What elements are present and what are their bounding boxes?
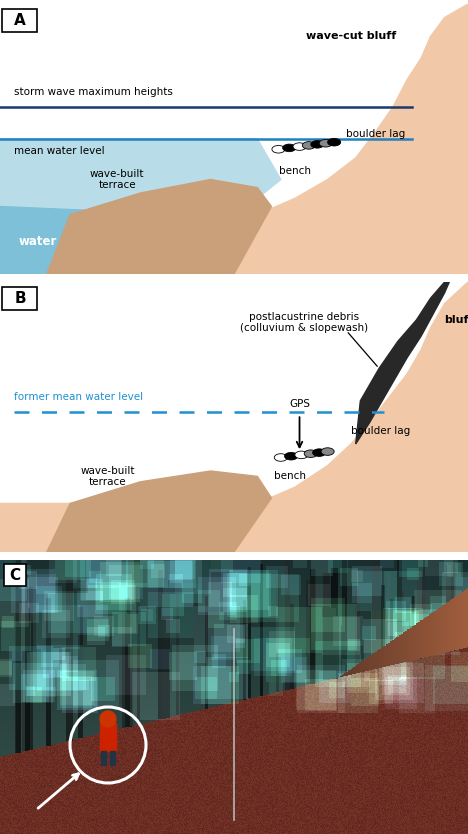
Text: mean water level: mean water level (14, 146, 105, 156)
Text: former mean water level: former mean water level (14, 392, 143, 402)
Text: water: water (19, 235, 57, 248)
Polygon shape (47, 179, 271, 274)
Text: bluff: bluff (445, 314, 468, 324)
Circle shape (321, 448, 334, 455)
Bar (101, 751, 106, 765)
Circle shape (304, 450, 317, 458)
Text: wave-built
terrace: wave-built terrace (90, 168, 144, 190)
Text: bench: bench (274, 471, 306, 481)
Text: postlacustrine debris
(colluvium & slopewash): postlacustrine debris (colluvium & slope… (240, 312, 368, 334)
Text: boulder lag: boulder lag (346, 128, 406, 138)
Text: wave-built
terrace: wave-built terrace (80, 465, 135, 487)
Text: A: A (14, 13, 26, 28)
FancyBboxPatch shape (2, 288, 37, 310)
Text: C: C (9, 567, 21, 582)
Polygon shape (0, 282, 468, 552)
Text: wave-cut bluff: wave-cut bluff (306, 32, 396, 42)
FancyBboxPatch shape (4, 564, 26, 586)
Circle shape (293, 143, 306, 150)
Circle shape (272, 145, 285, 153)
Text: B: B (15, 291, 26, 306)
FancyBboxPatch shape (2, 9, 37, 33)
Polygon shape (47, 471, 271, 552)
Circle shape (285, 452, 298, 460)
Circle shape (302, 142, 315, 149)
Bar (110, 751, 115, 765)
Bar (100, 723, 116, 751)
Circle shape (100, 711, 116, 727)
Circle shape (295, 451, 308, 459)
Text: boulder lag: boulder lag (351, 425, 410, 435)
Circle shape (311, 141, 324, 148)
Polygon shape (0, 139, 281, 274)
Text: bench: bench (279, 166, 311, 176)
Circle shape (328, 138, 341, 146)
Circle shape (274, 454, 287, 461)
Circle shape (313, 449, 326, 456)
Circle shape (319, 139, 332, 147)
Circle shape (283, 144, 296, 152)
Polygon shape (0, 207, 187, 274)
Polygon shape (356, 282, 449, 444)
Text: storm wave maximum heights: storm wave maximum heights (14, 87, 173, 97)
Polygon shape (0, 4, 468, 274)
Text: GPS: GPS (289, 399, 310, 409)
